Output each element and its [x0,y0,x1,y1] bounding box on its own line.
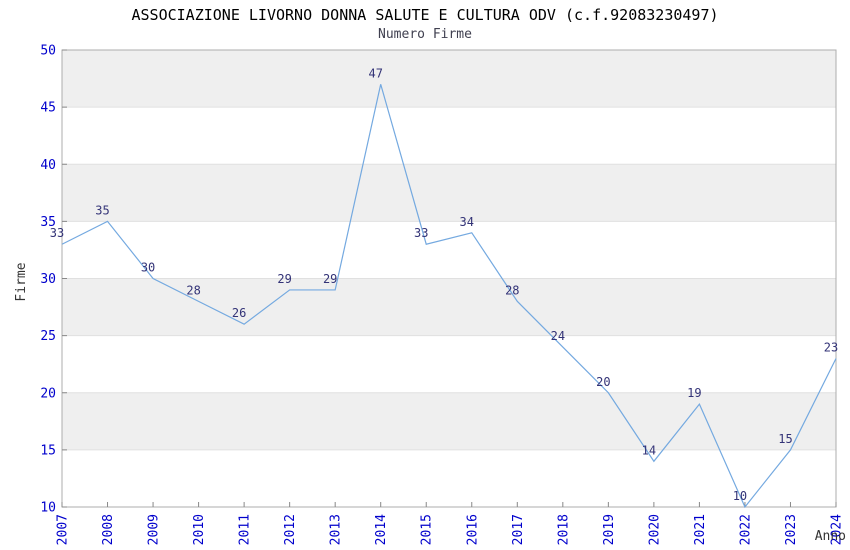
point-label: 30 [141,261,155,275]
x-tick-label: 2021 [693,514,708,545]
chart-title: ASSOCIAZIONE LIVORNO DONNA SALUTE E CULT… [131,6,719,24]
point-label: 24 [551,329,565,343]
y-tick-label: 45 [40,101,56,116]
plot-band [62,164,836,222]
point-label: 28 [186,283,200,297]
x-tick-label: 2011 [238,514,253,545]
y-tick-label: 40 [40,158,56,173]
point-label: 29 [277,272,291,286]
x-tick-label: 2014 [374,514,389,545]
x-tick-label: 2010 [192,514,207,545]
plot-band [62,392,836,450]
x-tick-label: 2019 [602,514,617,545]
point-label: 29 [323,272,337,286]
x-tick-label: 2012 [283,514,298,545]
chart-subtitle: Numero Firme [378,27,472,42]
x-tick-label: 2017 [511,514,526,545]
y-tick-label: 20 [40,386,56,401]
y-tick-label: 25 [40,329,56,344]
point-label: 10 [733,489,747,503]
point-label: 15 [778,432,792,446]
x-tick-label: 2007 [56,514,71,545]
point-label: 33 [50,226,64,240]
plot-band [62,278,836,336]
series-line [61,84,837,509]
y-axis-title: Firme [14,262,29,301]
point-label: 19 [687,386,701,400]
point-label: 47 [368,66,382,80]
x-tick-label: 2023 [784,514,799,545]
x-tick-label: 2022 [738,514,753,545]
point-label: 23 [824,340,838,354]
y-tick-label: 15 [40,443,56,458]
point-label: 26 [232,306,246,320]
y-tick-label: 35 [40,215,56,230]
point-label: 35 [95,203,109,217]
x-tick-label: 2016 [465,514,480,545]
x-axis-title: Anno [815,529,846,544]
x-tick-label: 2009 [147,514,162,545]
x-tick-label: 2018 [556,514,571,545]
y-tick-label: 50 [40,44,56,59]
point-label: 28 [505,283,519,297]
point-label: 14 [642,443,656,457]
x-tick-label: 2013 [329,514,344,545]
y-tick-label: 30 [40,272,56,287]
x-tick-label: 2020 [647,514,662,545]
x-tick-label: 2008 [101,514,116,545]
point-label: 34 [460,215,474,229]
plot-band [62,50,836,108]
point-label: 20 [596,375,610,389]
y-tick-label: 10 [40,501,56,516]
x-tick-label: 2024 [830,514,845,545]
x-tick-label: 2015 [420,514,435,545]
point-label: 33 [414,226,428,240]
